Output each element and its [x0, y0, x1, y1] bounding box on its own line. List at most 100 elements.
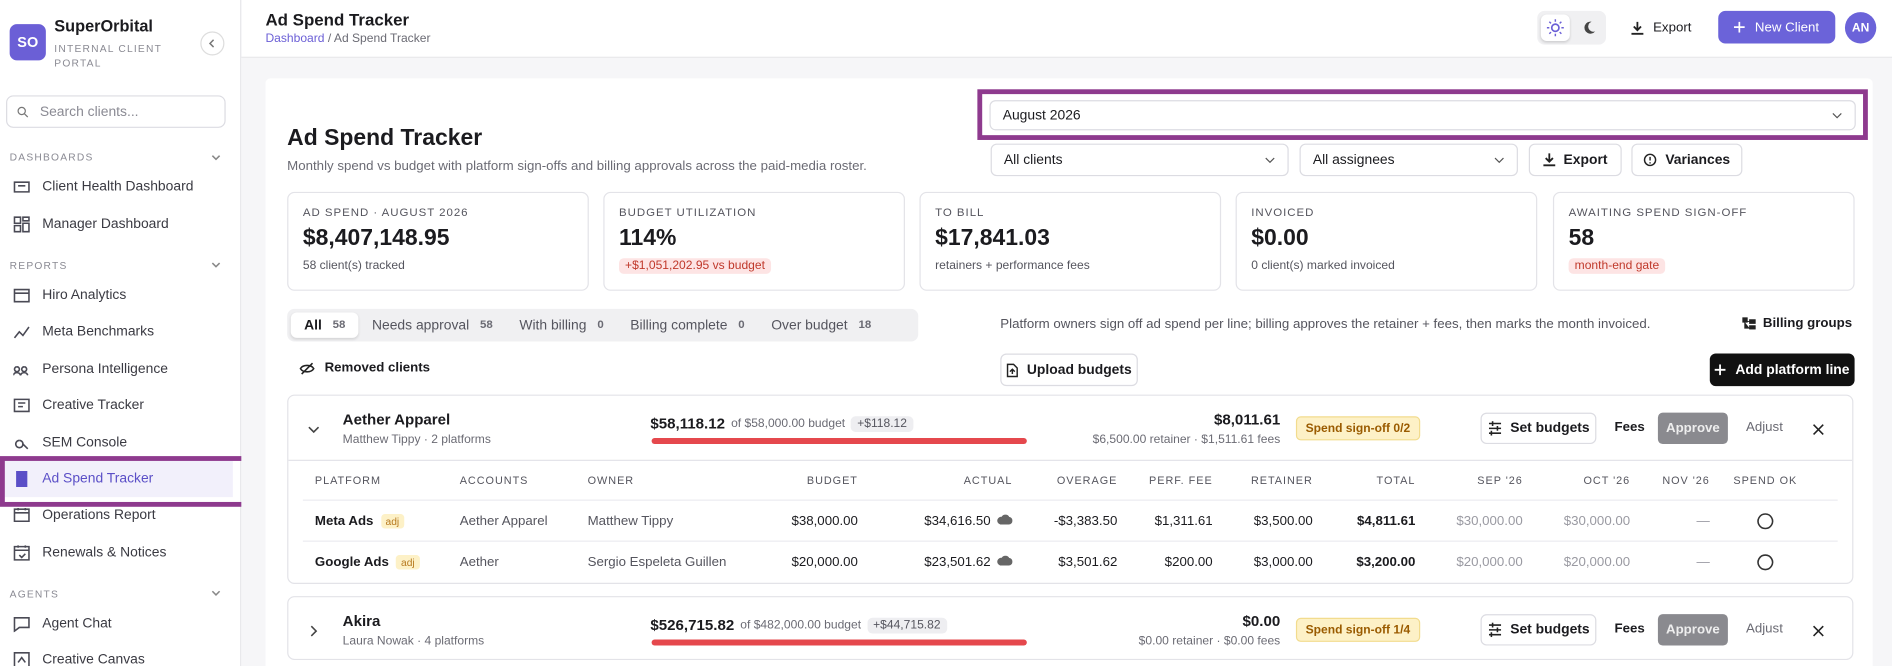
- client-card: Akira Laura Nowak · 4 platforms $526,715.8…: [287, 596, 1854, 661]
- nav-item[interactable]: Client Health Dashboard: [0, 169, 233, 206]
- sidebar: SO SuperOrbital INTERNAL CLIENT PORTAL S…: [0, 0, 242, 666]
- upload-budgets-button[interactable]: Upload budgets: [1000, 353, 1138, 387]
- add-platform-line-button[interactable]: Add platform line: [1709, 353, 1855, 387]
- section-title: AGENTS: [0, 581, 240, 605]
- tab[interactable]: All 58: [290, 312, 359, 338]
- crumb-link[interactable]: Dashboard: [265, 32, 325, 46]
- kpi-note: 0 client(s) marked invoiced: [1251, 259, 1395, 273]
- nav-label: Persona Intelligence: [42, 361, 168, 377]
- remove-button[interactable]: [1812, 621, 1824, 643]
- client-meta: Laura Nowak · 4 platforms: [342, 634, 485, 648]
- icon: [211, 262, 221, 269]
- icon: [310, 625, 318, 637]
- progress-bar: [651, 438, 1027, 445]
- icon-path: [1488, 421, 1501, 436]
- lens: [17, 106, 26, 115]
- expand-toggle[interactable]: [308, 621, 320, 643]
- expand-toggle[interactable]: [308, 420, 320, 442]
- nav-item[interactable]: Creative Canvas: [0, 642, 233, 666]
- cell-value: $3,500.00: [1253, 513, 1313, 528]
- plus-icon: [1714, 364, 1726, 376]
- cell-value: $200.00: [1164, 554, 1213, 569]
- client-filter[interactable]: All clients: [990, 143, 1289, 177]
- avatar[interactable]: AN: [1844, 12, 1877, 44]
- moon-icon[interactable]: [1575, 14, 1604, 41]
- nav-label: Agent Chat: [42, 616, 112, 632]
- nav-item[interactable]: Hiro Analytics: [0, 277, 233, 314]
- approve-button[interactable]: Approve: [1657, 412, 1728, 445]
- collapse-button[interactable]: [200, 31, 225, 56]
- arrow: [1631, 21, 1644, 35]
- icon-path: [13, 652, 30, 666]
- set-budgets-button[interactable]: Set budgets: [1480, 412, 1597, 445]
- logo: SO: [9, 24, 46, 61]
- adjust-button[interactable]: Adjust: [1745, 621, 1783, 636]
- tabs: All 58 Needs approval 58 With billing 0 Billin…: [287, 308, 919, 342]
- icon-path: [13, 365, 29, 376]
- nav-item[interactable]: Persona Intelligence: [0, 351, 233, 388]
- platform-cell: Google Ads adj: [315, 554, 460, 569]
- column-header: SEP '26: [1477, 474, 1523, 487]
- spend-ok-toggle[interactable]: [1710, 512, 1821, 529]
- kpi-label: AD SPEND · AUGUST 2026: [302, 206, 469, 220]
- handle: [24, 112, 29, 117]
- approve-button[interactable]: Approve: [1657, 614, 1728, 646]
- column-header: TOTAL: [1376, 474, 1416, 487]
- tagline: INTERNAL CLIENT PORTAL: [54, 42, 162, 69]
- spend-ok-toggle[interactable]: [1710, 553, 1821, 570]
- tab[interactable]: Over budget 18: [758, 313, 885, 338]
- cell-value: $20,000.00: [791, 554, 858, 569]
- export-button[interactable]: Export: [1528, 143, 1622, 177]
- icon: [13, 398, 30, 413]
- cell-value: $34,616.50: [924, 513, 991, 528]
- search-icon: [17, 106, 29, 117]
- light-option[interactable]: [1540, 14, 1570, 42]
- plus-icon: [1734, 21, 1746, 33]
- fees-button[interactable]: Fees: [1614, 419, 1645, 435]
- caret: [1832, 112, 1842, 118]
- nav-item[interactable]: Ad Spend Tracker: [0, 460, 233, 498]
- fees-button[interactable]: Fees: [1614, 621, 1645, 636]
- cell: $30,000.00: [1415, 513, 1522, 527]
- button-label: Variances: [1665, 152, 1731, 168]
- nav-item[interactable]: Renewals & Notices: [0, 534, 233, 571]
- theme-toggle[interactable]: [1537, 10, 1607, 45]
- column-header: ACCOUNTS: [459, 474, 529, 487]
- search-box[interactable]: Search clients...: [6, 95, 226, 128]
- assignee-filter[interactable]: All assignees: [1299, 143, 1518, 177]
- nav-item[interactable]: Operations Report: [0, 497, 233, 534]
- platform-name: Meta Ads: [314, 513, 374, 528]
- export-button[interactable]: Export: [1631, 12, 1691, 43]
- nav-item[interactable]: SEM Console: [0, 424, 233, 461]
- tab[interactable]: Billing complete 0: [617, 313, 758, 338]
- client-breakdown: $6,500.00 retainer · $1,511.61 fees: [1092, 433, 1281, 447]
- new-client-button[interactable]: New Client: [1718, 10, 1836, 44]
- adjust-button[interactable]: Adjust: [1745, 419, 1783, 435]
- nav-item[interactable]: Meta Benchmarks: [0, 314, 233, 351]
- moon: [1584, 21, 1596, 34]
- nav-item[interactable]: Manager Dashboard: [0, 206, 233, 243]
- cell: $23,501.62: [858, 554, 1013, 569]
- new-client-label: New Client: [1754, 19, 1820, 35]
- set-budgets-button[interactable]: Set budgets: [1480, 614, 1597, 646]
- icon: [13, 326, 30, 339]
- remove-button[interactable]: [1812, 420, 1824, 442]
- icon: [1488, 421, 1501, 436]
- kpi-label: BUDGET UTILIZATION: [619, 206, 757, 220]
- nav-item[interactable]: Agent Chat: [0, 606, 233, 643]
- nav-item[interactable]: Creative Tracker: [0, 387, 233, 424]
- tab[interactable]: With billing 0: [506, 313, 617, 338]
- adj-tag: adj: [380, 513, 405, 528]
- cell-value: $20,000.00: [1456, 554, 1523, 569]
- caret-path: [1494, 157, 1504, 163]
- cell-value: $23,501.62: [924, 554, 991, 569]
- caret: [1265, 157, 1275, 163]
- tab[interactable]: Needs approval 58: [359, 313, 506, 338]
- table-header: PLATFORM ACCOUNTS OWNER BUDGET ACTUAL OVERAGE…: [302, 461, 1838, 501]
- variances-button[interactable]: Variances: [1631, 143, 1743, 177]
- billing-groups-button[interactable]: Billing groups: [1742, 316, 1852, 331]
- month-select[interactable]: August 2026: [989, 100, 1856, 131]
- removed-clients-toggle[interactable]: Removed clients: [299, 361, 430, 375]
- cell-value: $3,200.00: [1356, 554, 1416, 569]
